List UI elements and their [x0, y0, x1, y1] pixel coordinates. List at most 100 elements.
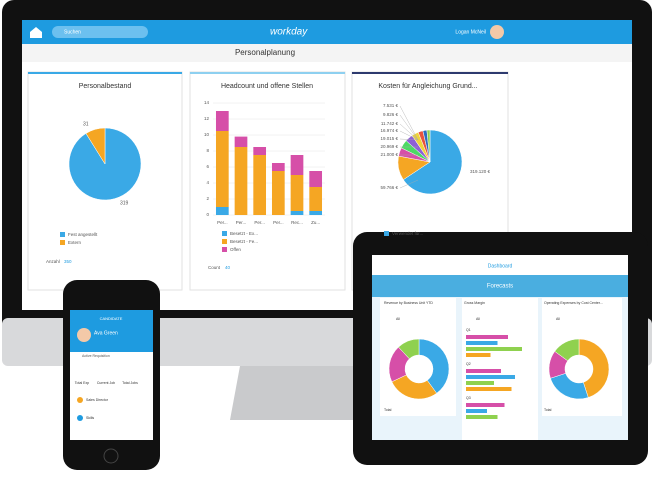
- card-title: Gross Margin: [464, 301, 485, 305]
- bar-segment: [215, 207, 229, 215]
- legend-swatch: [60, 240, 65, 245]
- pie-slice: [578, 338, 610, 398]
- value-label: 19.015 €: [380, 136, 398, 141]
- avatar[interactable]: [490, 25, 504, 39]
- legend-label: Extern: [68, 240, 82, 245]
- y-tick-label: 10: [204, 132, 210, 137]
- leader-line: [399, 105, 419, 141]
- page-title: Personalplanung: [235, 48, 295, 57]
- legend-swatch: [384, 231, 389, 236]
- bar-segment: [215, 131, 229, 207]
- value-label: 16.974 €: [380, 128, 398, 133]
- total-label: Total: [384, 408, 392, 412]
- total-label: Total: [544, 408, 552, 412]
- bar: [466, 409, 487, 413]
- tablet-title: Dashboard: [488, 263, 513, 269]
- leader-line: [399, 138, 419, 141]
- pie-slice: [554, 338, 580, 362]
- group-label: Q1: [466, 328, 471, 332]
- home-button[interactable]: [103, 448, 119, 464]
- bar-segment: [290, 155, 304, 175]
- bar-segment: [253, 147, 267, 155]
- y-tick-label: 8: [206, 148, 209, 153]
- bar: [466, 341, 498, 345]
- value-label: 31: [83, 121, 89, 127]
- card-title: Operating Expenses by Cost Center...: [544, 301, 603, 305]
- value-label: 59.766 €: [380, 185, 398, 190]
- legend-swatch: [60, 232, 65, 237]
- value-label: 20.969 €: [380, 144, 398, 149]
- candidate-photo: [77, 328, 91, 342]
- legend-swatch: [222, 239, 227, 244]
- title-bar: [22, 44, 632, 62]
- bar: [466, 335, 508, 339]
- item-icon: [77, 415, 83, 421]
- y-tick-label: 2: [206, 196, 209, 201]
- legend-label: Offen: [230, 247, 241, 252]
- value-label: 21.000 €: [380, 152, 398, 157]
- leader-line: [399, 130, 419, 141]
- filter: All: [556, 317, 560, 321]
- tablet-banner: [372, 275, 628, 297]
- y-tick-label: 14: [204, 100, 210, 105]
- pie-slice: [402, 129, 463, 195]
- bar-segment: [215, 111, 229, 131]
- x-tick-label: Per...: [273, 220, 284, 225]
- item-label: Skills: [86, 416, 94, 420]
- bar: [466, 415, 498, 419]
- value-label: 7.531 €: [383, 103, 399, 108]
- card-accent: [28, 72, 182, 74]
- item-icon: [77, 397, 83, 403]
- bar: [466, 369, 501, 373]
- card-accent: [352, 72, 508, 74]
- footer-label: Count: [208, 265, 221, 270]
- bar: [466, 381, 494, 385]
- legend-swatch: [222, 231, 227, 236]
- bar-segment: [290, 175, 304, 211]
- bar-segment: [234, 147, 248, 215]
- bar-segment: [309, 211, 323, 215]
- bar: [466, 353, 491, 357]
- legend-label: Fest angestellt: [68, 232, 98, 237]
- bar: [466, 387, 512, 391]
- value-label: 9.826 €: [383, 112, 399, 117]
- tablet-header: [372, 255, 628, 275]
- value-label: 319.120 €: [470, 169, 491, 174]
- card-accent: [190, 72, 345, 74]
- x-tick-label: Per...: [254, 220, 265, 225]
- search-box[interactable]: [52, 26, 148, 38]
- user-name: Logan McNeil: [455, 29, 486, 35]
- card-title: Revenue by Business Unit YTD: [384, 301, 433, 305]
- pie-slice: [426, 129, 431, 163]
- item-label: Sales Director: [86, 398, 109, 402]
- leader-line: [399, 179, 419, 189]
- legend-label: Besetzt - Ex...: [230, 231, 258, 236]
- search-text: Suchen: [64, 29, 81, 35]
- filter: All: [476, 317, 480, 321]
- stat-label: Total Jobs: [122, 381, 138, 385]
- x-tick-label: Rec...: [291, 220, 303, 225]
- bar-segment: [253, 155, 267, 215]
- bar-segment: [234, 136, 248, 147]
- y-tick-label: 4: [206, 180, 209, 185]
- bar: [466, 403, 505, 407]
- y-tick-label: 6: [206, 164, 209, 169]
- card-title: Personalbestand: [79, 83, 132, 90]
- home-icon[interactable]: [30, 27, 42, 38]
- bar: [466, 375, 515, 379]
- pie-slice: [85, 127, 106, 165]
- stat-label: Current Job: [97, 381, 115, 385]
- group-label: Q3: [466, 396, 471, 400]
- pie-slice: [418, 338, 450, 394]
- legend-label: Besetzt - Fe...: [230, 239, 258, 244]
- card-title: Kosten für Angleichung Grund...: [378, 83, 477, 90]
- tablet-banner: Forecasts: [487, 284, 513, 290]
- logo: workday: [270, 27, 308, 38]
- x-tick-label: Per...: [217, 220, 228, 225]
- x-tick-label: Zu...: [311, 220, 320, 225]
- stat-label: Total Exp: [75, 381, 89, 385]
- footer-value: 350: [64, 259, 72, 264]
- bar-segment: [271, 171, 285, 215]
